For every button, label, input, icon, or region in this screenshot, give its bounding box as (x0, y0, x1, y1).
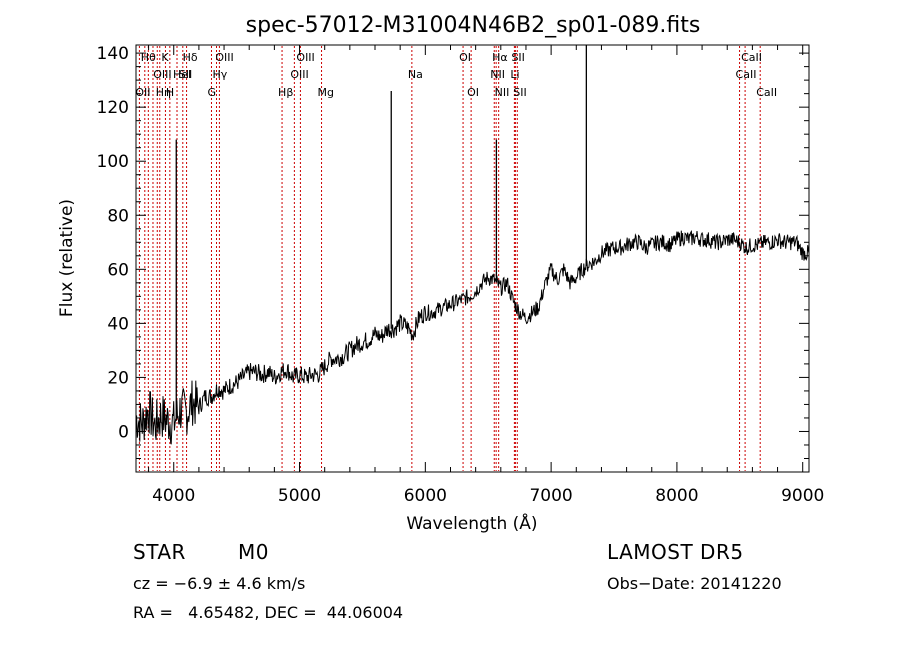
emission-line-label: Hδ (183, 51, 198, 64)
survey-name: LAMOST DR5 (607, 540, 744, 564)
y-axis-label: Flux (relative) (57, 199, 77, 317)
object-class: STAR (133, 540, 186, 564)
plot-frame (135, 44, 810, 473)
emission-line-label: H (166, 86, 174, 99)
x-tick-label: 4000 (152, 486, 195, 506)
y-tick-label: 60 (107, 260, 129, 280)
observation-date: Obs−Date: 20141220 (607, 574, 782, 593)
emission-line-label: K (161, 51, 169, 64)
emission-line-label: Hβ (278, 86, 293, 99)
emission-line-label: OIII (215, 51, 233, 64)
emission-line-label: Mg (318, 86, 334, 99)
y-tick-label: 80 (107, 206, 129, 226)
emission-line-label: OII (135, 86, 150, 99)
x-tick-label: 6000 (404, 486, 447, 506)
x-tick-label: 7000 (529, 486, 572, 506)
emission-line-label: Na (408, 68, 423, 81)
object-subclass: M0 (238, 540, 269, 564)
y-tick-label: 140 (97, 44, 129, 64)
chart-title: spec-57012-M31004N46B2_sp01-089.fits (246, 13, 701, 38)
emission-line-labels: OIIHθOIIIHηKHHeISIIHδGHγOIIIHβOIIIOIIIMg… (135, 51, 777, 99)
y-tick-label: 40 (107, 314, 129, 334)
x-axis-label: Wavelength (Å) (406, 512, 537, 534)
y-tick-label: 120 (97, 98, 129, 118)
emission-line-markers (138, 46, 761, 471)
emission-line-label: NII (490, 68, 505, 81)
x-tick-label: 8000 (655, 486, 698, 506)
emission-line-label: OI (467, 86, 479, 99)
emission-line-label: CaII (756, 86, 777, 99)
redshift-velocity: cz = −6.9 ± 4.6 km/s (133, 574, 306, 593)
y-tick-label: 100 (97, 152, 129, 172)
emission-line-label: NII (495, 86, 510, 99)
axis-ticks: 4000 5000 6000 7000 8000 9000 0 20 40 60 80 100 120 1… (97, 44, 825, 506)
emission-line-label: OIII (153, 68, 171, 81)
spectrum-line (135, 229, 810, 445)
emission-line-label: Hη (156, 86, 171, 99)
emission-line-label: SII (513, 86, 526, 99)
y-tick-label: 20 (107, 368, 129, 388)
y-tick-label: 0 (118, 422, 129, 442)
x-tick-label: 9000 (781, 486, 824, 506)
sky-coordinates: RA = 4.65482, DEC = 44.06004 (133, 603, 404, 622)
spectrum-series (135, 45, 810, 445)
emission-line-label: Li (510, 68, 519, 81)
x-tick-label: 5000 (278, 486, 321, 506)
emission-line-label: Hθ (141, 51, 156, 64)
emission-line-label: OIII (296, 51, 314, 64)
emission-line-label: CaII (736, 68, 757, 81)
emission-line-label: Hα (492, 51, 508, 64)
emission-line-label: OI (459, 51, 471, 64)
emission-line-label: HeI (173, 68, 191, 81)
emission-line-label: SII (511, 51, 524, 64)
emission-line-label: G (207, 86, 216, 99)
emission-line-label: Hγ (213, 68, 228, 81)
emission-line-label: SII (179, 68, 192, 81)
emission-line-label: OIII (290, 68, 308, 81)
emission-line-label: CaII (741, 51, 762, 64)
